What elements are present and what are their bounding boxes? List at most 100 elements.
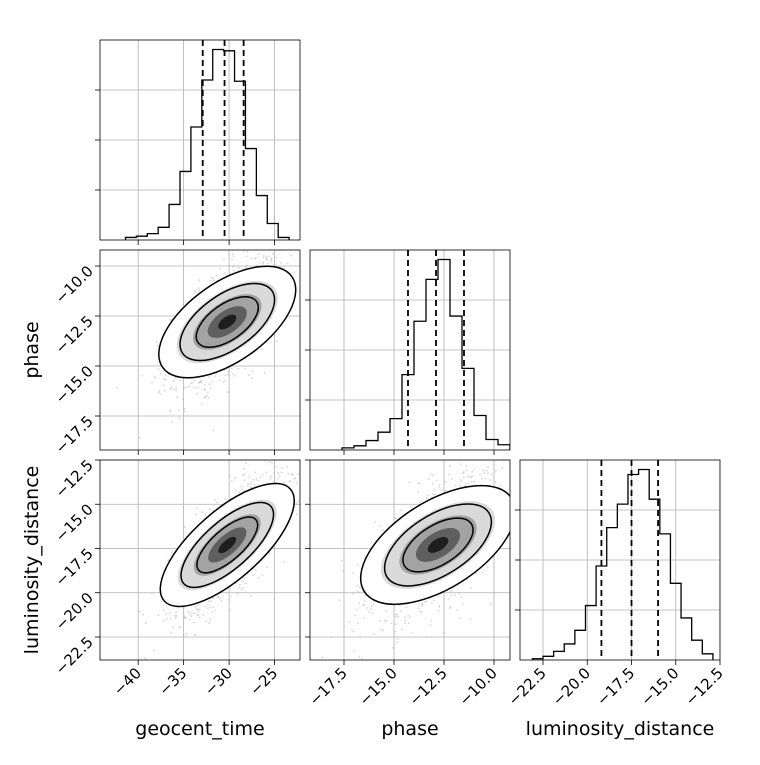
scatter-point (189, 614, 192, 616)
scatter-point (432, 474, 434, 477)
scatter-point (227, 370, 230, 373)
scatter-point (293, 477, 296, 480)
scatter-point (438, 605, 441, 608)
scatter-point (208, 376, 211, 378)
scatter-point (399, 509, 402, 512)
x-axis-label-phase: phase (381, 718, 438, 740)
scatter-point (263, 254, 265, 257)
scatter-point (449, 465, 451, 467)
scatter-point (458, 592, 461, 595)
scatter-point (255, 257, 257, 260)
histogram-luminosity-distance (531, 468, 714, 660)
scatter-point (232, 270, 235, 272)
scatter-point (499, 484, 501, 487)
scatter-point (340, 560, 343, 562)
scatter-point (183, 526, 186, 528)
scatter-point (449, 590, 452, 593)
scatter-point (265, 471, 268, 474)
scatter-point (211, 610, 214, 613)
scatter-point (170, 421, 173, 423)
scatter-point (353, 614, 356, 617)
scatter-point (372, 603, 375, 606)
density-level (218, 536, 237, 554)
scatter-point (462, 476, 465, 479)
scatter-point (250, 481, 253, 483)
scatter-point (167, 559, 170, 562)
scatter-point (454, 484, 457, 487)
scatter-point (209, 606, 212, 609)
scatter-point (214, 609, 217, 612)
scatter-point (358, 602, 361, 604)
scatter-point (391, 646, 394, 649)
scatter-point (171, 549, 174, 552)
scatter-point (418, 607, 420, 609)
scatter-point (238, 491, 241, 493)
scatter-point (425, 497, 428, 499)
scatter-point (188, 385, 190, 388)
scatter-point (179, 626, 182, 628)
scatter-point (356, 563, 359, 566)
scatter-point (487, 472, 489, 474)
scatter-point (151, 592, 153, 595)
scatter-point (371, 612, 374, 615)
scatter-point (261, 473, 264, 476)
scatter-point (246, 250, 249, 253)
scatter-point (141, 374, 143, 377)
scatter-point (448, 607, 451, 609)
scatter-point (234, 489, 237, 492)
scatter-point (169, 388, 172, 391)
scatter-point (293, 271, 296, 274)
scatter-point (404, 622, 406, 625)
scatter-point (278, 474, 281, 477)
panel-content (310, 460, 510, 660)
scatter-point (487, 466, 489, 469)
scatter-point (427, 494, 430, 497)
scatter-point (395, 623, 397, 625)
scatter-point (338, 599, 341, 602)
scatter-point (207, 603, 210, 606)
scatter-point (197, 610, 200, 613)
scatter-point (223, 379, 226, 382)
scatter-point (486, 566, 489, 569)
scatter-point (261, 348, 264, 351)
panel-border (99, 249, 301, 451)
scatter-point (384, 610, 387, 613)
scatter-point (370, 605, 373, 608)
scatter-point (352, 593, 354, 595)
scatter-point (429, 473, 432, 476)
scatter-point (466, 475, 469, 478)
scatter-point (248, 475, 251, 478)
scatter-point (196, 613, 199, 616)
scatter-point (427, 478, 430, 481)
scatter-point (269, 477, 272, 480)
scatter-point (169, 612, 171, 615)
scatter-point (243, 479, 246, 482)
scatter-point (242, 587, 245, 589)
scatter-point (230, 367, 233, 370)
scatter-point (231, 253, 234, 255)
scatter-point (194, 633, 196, 636)
scatter-point (443, 632, 446, 634)
scatter-point (286, 262, 289, 265)
scatter-point (262, 261, 265, 264)
scatter-point (438, 484, 441, 487)
scatter-point (202, 614, 205, 616)
scatter-point (262, 256, 265, 259)
scatter-point (454, 594, 456, 596)
scatter-point (362, 617, 365, 619)
scatter-point (194, 290, 196, 293)
scatter-point (157, 368, 160, 371)
scatter-point (271, 253, 274, 255)
scatter-point (451, 590, 453, 592)
scatter-point (368, 611, 370, 614)
scatter-point (174, 614, 176, 617)
scatter-point (469, 618, 472, 620)
scatter-point (194, 605, 197, 608)
scatter-point (356, 608, 359, 611)
scatter-point (224, 374, 227, 377)
scatter-point (417, 491, 420, 493)
scatter-point (233, 264, 235, 267)
scatter-point (175, 611, 178, 614)
scatter-point (245, 582, 247, 585)
